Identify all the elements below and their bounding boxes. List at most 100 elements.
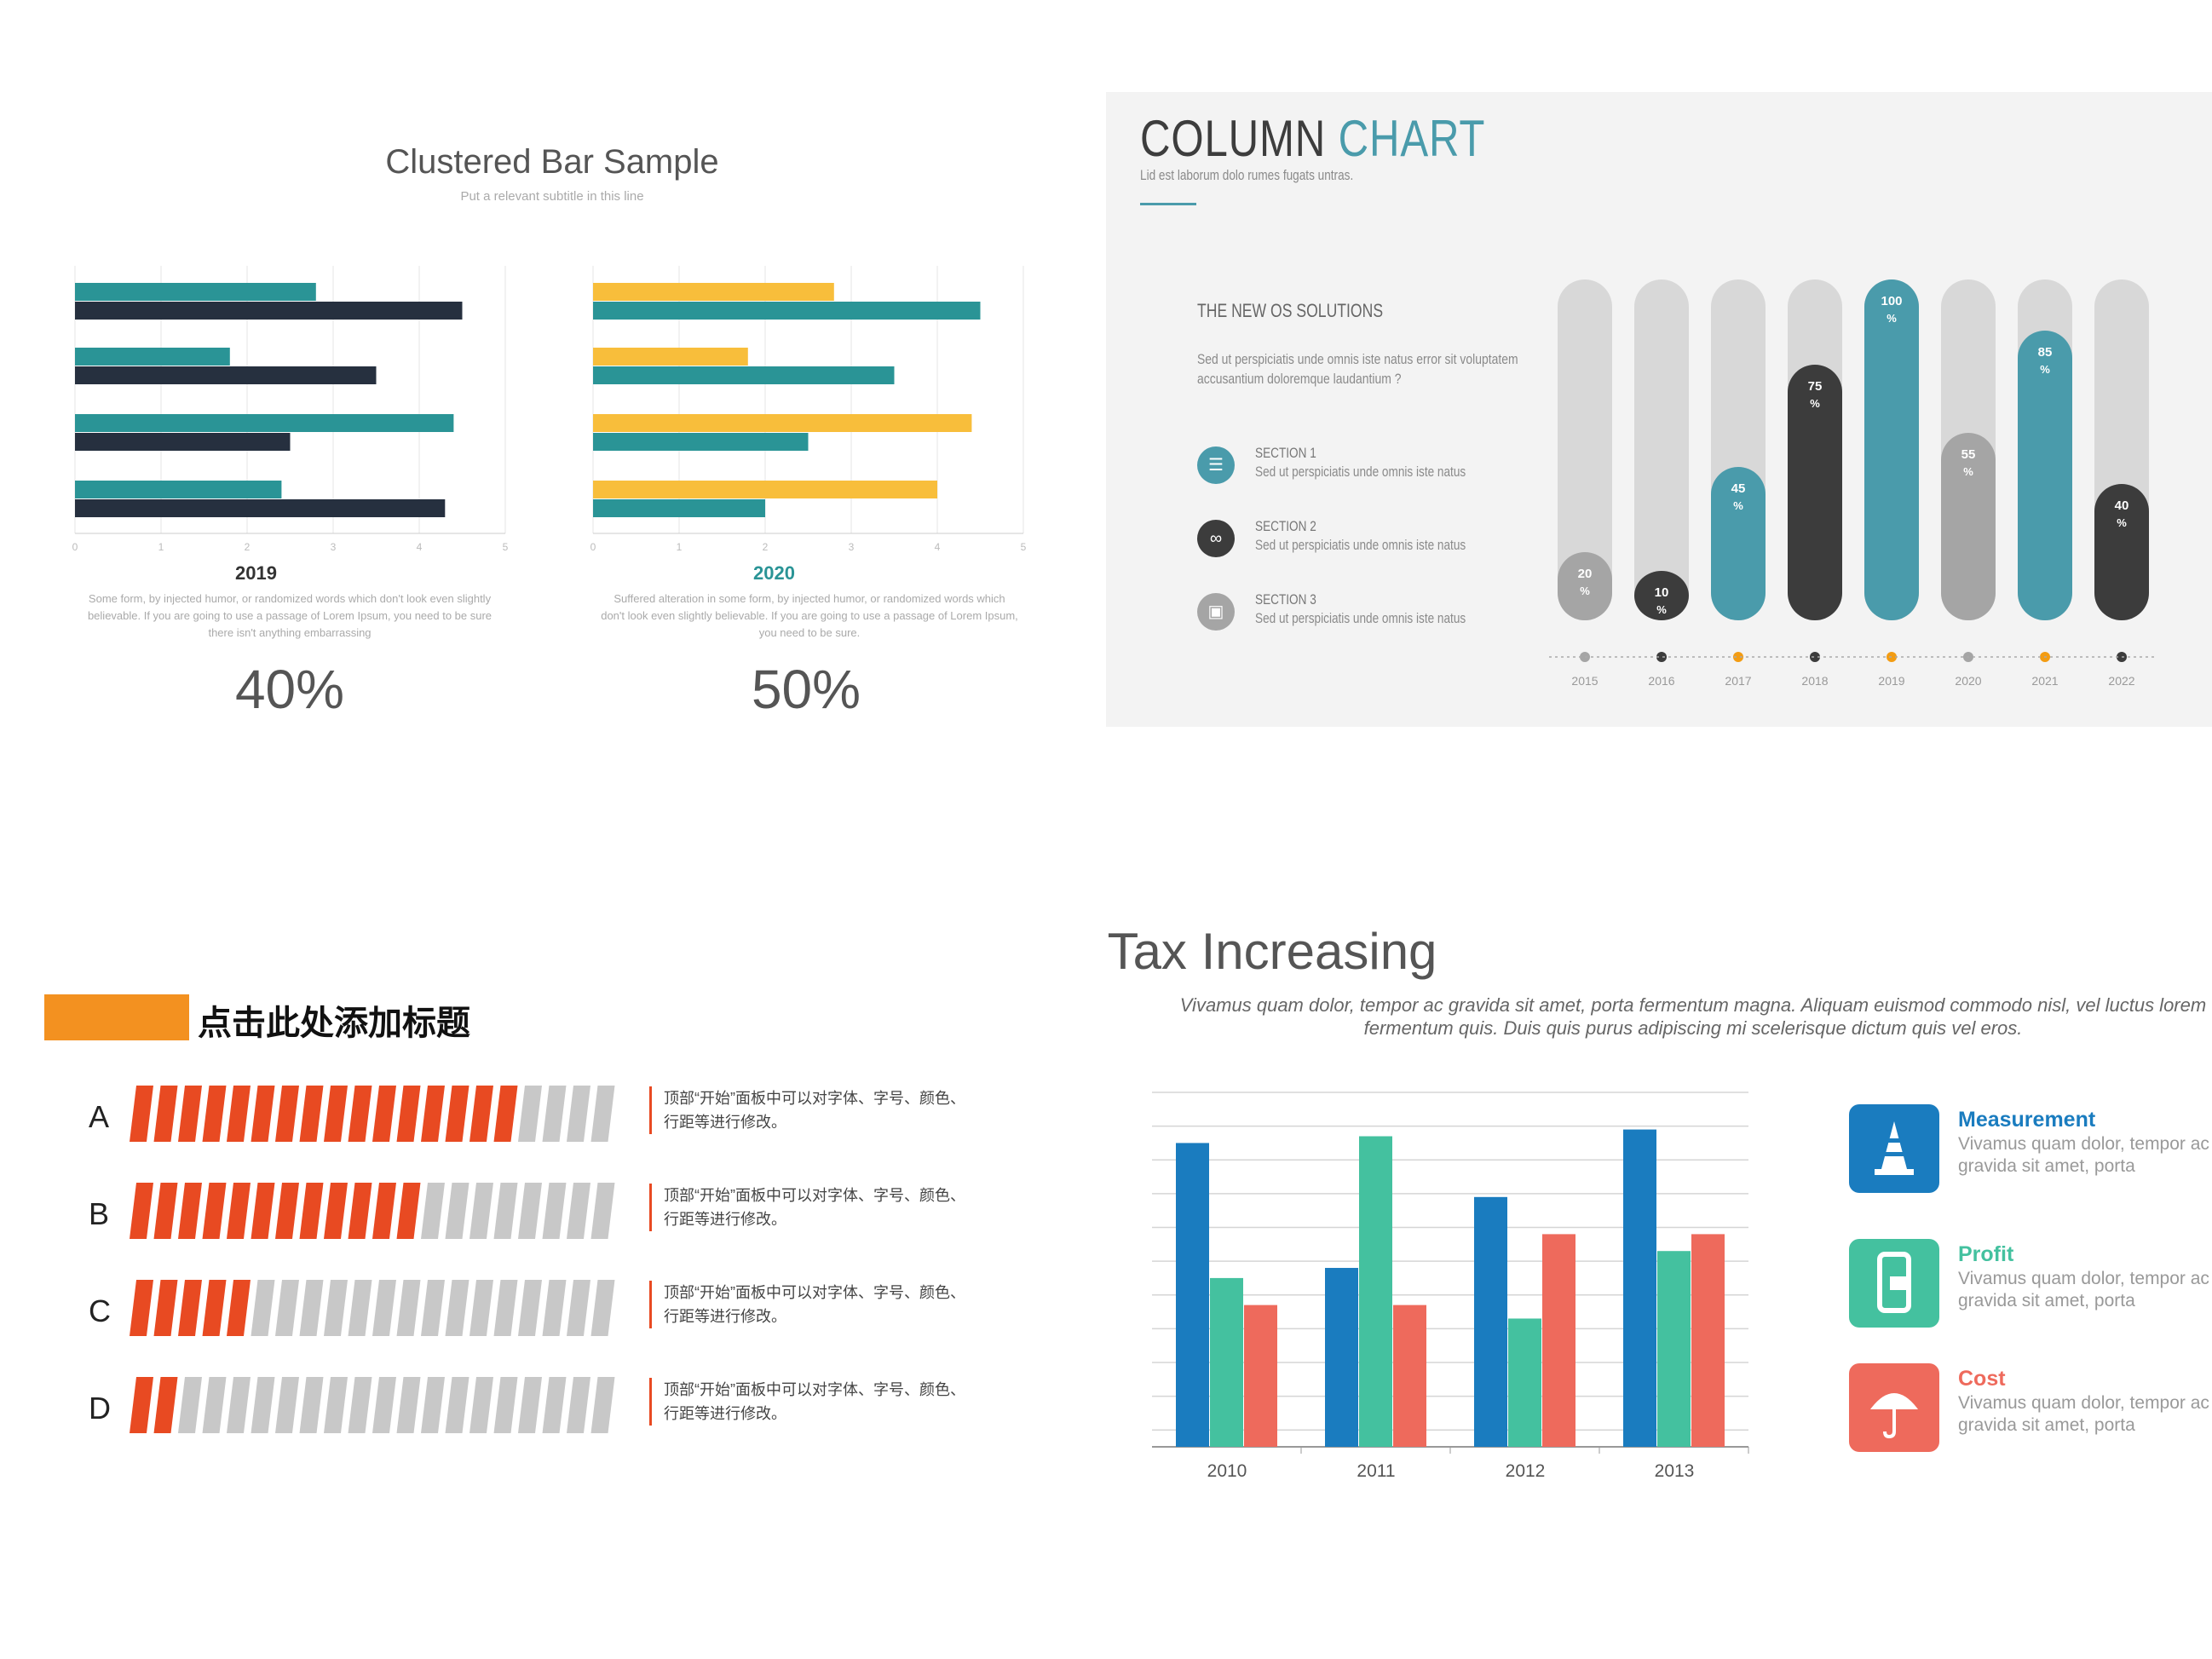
column-chart-title: COLUMN CHART bbox=[1140, 109, 1485, 168]
column-value-label: 40 bbox=[2115, 498, 2129, 513]
note-c: 顶部“开始”面板中可以对字体、字号、颜色、 行距等进行修改。 bbox=[649, 1281, 1005, 1328]
bar bbox=[75, 283, 316, 301]
column-value-label: 10 bbox=[1655, 585, 1669, 600]
row-label-d: D bbox=[89, 1391, 111, 1426]
column-value-unit: % bbox=[1580, 585, 1590, 597]
progress-segment-filled bbox=[178, 1183, 202, 1239]
progress-segment-empty bbox=[590, 1086, 615, 1142]
chart-2019-description: Some form, by injected humor, or randomi… bbox=[87, 592, 493, 639]
legend-desc-line1: Vivamus quam dolor, tempor ac bbox=[1958, 1393, 2209, 1413]
progress-segment-empty bbox=[421, 1377, 445, 1433]
progress-segment-empty bbox=[542, 1280, 567, 1336]
column-bar bbox=[2018, 331, 2072, 620]
column-value-unit: % bbox=[1963, 465, 1973, 478]
column-bar bbox=[1788, 365, 1842, 620]
title-accent: CHART bbox=[1338, 110, 1486, 167]
column-bar bbox=[2094, 484, 2149, 620]
progress-segment-filled bbox=[372, 1183, 396, 1239]
x-tick-label: 2010 bbox=[1207, 1461, 1247, 1481]
column-value-label: 20 bbox=[1578, 567, 1593, 581]
progress-segment-empty bbox=[324, 1280, 348, 1336]
progress-segment-empty bbox=[275, 1377, 299, 1433]
progress-title: 点击此处添加标题 bbox=[198, 1005, 470, 1042]
progress-segment-filled bbox=[324, 1086, 348, 1142]
note-line1: 顶部“开始”面板中可以对字体、字号、颜色、 bbox=[664, 1381, 965, 1398]
progress-segment-filled bbox=[421, 1086, 445, 1142]
x-tick-label: 5 bbox=[503, 541, 509, 553]
tax-title: Tax Increasing bbox=[1107, 923, 1437, 980]
progress-segment-filled bbox=[251, 1086, 275, 1142]
progress-segment-empty bbox=[396, 1377, 421, 1433]
bar bbox=[75, 433, 291, 451]
legend-measurement: Measurement Vivamus quam dolor, tempor a… bbox=[1849, 1104, 2212, 1198]
clustered-subtitle: Put a relevant subtitle in this line bbox=[460, 189, 644, 204]
progress-segment-empty bbox=[518, 1183, 542, 1239]
progress-segment-empty bbox=[324, 1377, 348, 1433]
column-value-unit: % bbox=[1887, 312, 1897, 325]
bar bbox=[1691, 1234, 1725, 1447]
progress-segment-filled bbox=[178, 1280, 202, 1336]
progress-segment-empty bbox=[202, 1377, 227, 1433]
row-label-b: B bbox=[89, 1196, 110, 1231]
legend-desc: Vivamus quam dolor, tempor ac gravida si… bbox=[1958, 1268, 2209, 1312]
progress-segment-empty bbox=[348, 1280, 372, 1336]
x-tick-label: 2021 bbox=[2031, 674, 2058, 688]
column-value-unit: % bbox=[1810, 397, 1820, 410]
progress-segment-filled bbox=[227, 1183, 251, 1239]
section-desc: Sed ut perspiciatis unde omnis iste natu… bbox=[1255, 610, 1466, 626]
progress-segment-empty bbox=[567, 1280, 590, 1336]
section-title: SECTION 3 bbox=[1255, 591, 1316, 608]
stat-2020: 50% bbox=[751, 659, 861, 720]
progress-segment-filled bbox=[130, 1086, 153, 1142]
timeline-dot bbox=[1656, 652, 1667, 662]
section-2: ∞ SECTION 2 Sed ut perspiciatis unde omn… bbox=[1197, 518, 1555, 571]
progress-segment-empty bbox=[227, 1377, 251, 1433]
legend-title: Profit bbox=[1958, 1242, 2014, 1266]
bar bbox=[75, 481, 282, 498]
progress-segment-empty bbox=[299, 1280, 324, 1336]
tax-bar-chart: 2010 2011 2012 2013 bbox=[1152, 1092, 1749, 1481]
x-tick-label: 2015 bbox=[1571, 674, 1598, 688]
progress-segment-empty bbox=[567, 1183, 590, 1239]
bar bbox=[75, 348, 230, 366]
progress-segment-empty bbox=[567, 1377, 590, 1433]
progress-segment-filled bbox=[348, 1086, 372, 1142]
tax-subtitle-line1: Vivamus quam dolor, tempor ac gravida si… bbox=[1179, 994, 2207, 1016]
row-label-a: A bbox=[89, 1099, 110, 1134]
note-d: 顶部“开始”面板中可以对字体、字号、颜色、 行距等进行修改。 bbox=[649, 1378, 1005, 1426]
x-tick-label: 2018 bbox=[1801, 674, 1828, 688]
progress-segment-empty bbox=[372, 1377, 396, 1433]
mobile-icon bbox=[1849, 1239, 1939, 1328]
bar bbox=[593, 348, 748, 366]
progress-segment-empty bbox=[372, 1280, 396, 1336]
progress-segment-empty bbox=[493, 1377, 518, 1433]
x-tick-label: 2016 bbox=[1648, 674, 1674, 688]
legend-profit: Profit Vivamus quam dolor, tempor ac gra… bbox=[1849, 1239, 2212, 1333]
progress-segment-empty bbox=[493, 1183, 518, 1239]
progress-segment-filled bbox=[372, 1086, 396, 1142]
progress-segment-filled bbox=[396, 1086, 421, 1142]
section-title: SECTION 2 bbox=[1255, 518, 1316, 534]
progress-segment-filled bbox=[275, 1086, 299, 1142]
progress-segment-empty bbox=[299, 1377, 324, 1433]
column-value-label: 100 bbox=[1881, 294, 1902, 308]
progress-segment-empty bbox=[421, 1183, 445, 1239]
progress-segment-empty bbox=[542, 1183, 567, 1239]
progress-segment-filled bbox=[348, 1183, 372, 1239]
progress-segment-filled bbox=[178, 1086, 202, 1142]
bar bbox=[593, 302, 981, 320]
stack-icon: ☰ bbox=[1197, 446, 1235, 484]
note-line1: 顶部“开始”面板中可以对字体、字号、颜色、 bbox=[664, 1284, 965, 1301]
progress-segment-empty bbox=[469, 1280, 493, 1336]
x-tick-label: 4 bbox=[417, 541, 423, 553]
progress-segment-filled bbox=[275, 1183, 299, 1239]
progress-segment-empty bbox=[275, 1280, 299, 1336]
x-tick-label: 2012 bbox=[1506, 1461, 1546, 1481]
bar bbox=[593, 499, 765, 517]
progress-segment-filled bbox=[130, 1377, 153, 1433]
legend-desc-line2: gravida sit amet, porta bbox=[1958, 1291, 2135, 1310]
segmented-progress-bars bbox=[130, 1086, 615, 1433]
section-1: ☰ SECTION 1 Sed ut perspiciatis unde omn… bbox=[1197, 445, 1555, 498]
progress-segment-empty bbox=[251, 1377, 275, 1433]
x-tick-label: 4 bbox=[935, 541, 941, 553]
